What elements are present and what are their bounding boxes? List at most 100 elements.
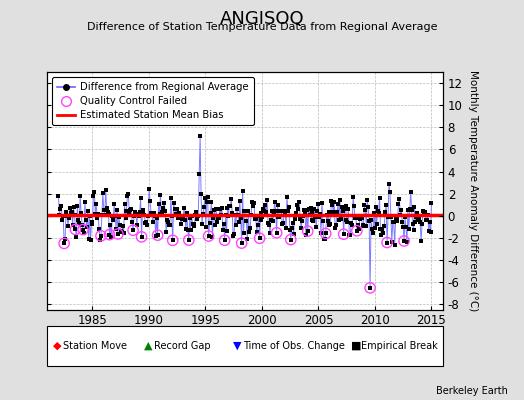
Point <box>334 200 342 207</box>
Point <box>362 223 370 229</box>
Point <box>93 215 101 221</box>
Point <box>257 217 266 223</box>
Point <box>415 216 423 222</box>
Point <box>138 207 147 213</box>
Point <box>194 213 202 220</box>
Point <box>402 224 410 231</box>
Point <box>97 233 105 239</box>
Point <box>264 220 272 226</box>
Point <box>67 210 75 216</box>
Point <box>267 217 275 224</box>
Point <box>110 200 118 207</box>
Point <box>364 204 373 211</box>
Point <box>227 196 235 202</box>
Point <box>283 208 292 214</box>
Text: Difference of Station Temperature Data from Regional Average: Difference of Station Temperature Data f… <box>87 22 437 32</box>
Point <box>389 219 397 226</box>
Point <box>263 197 271 204</box>
Point <box>142 219 150 225</box>
Point <box>125 209 134 216</box>
Point <box>238 187 247 194</box>
Point <box>143 222 151 228</box>
Point <box>388 238 396 245</box>
Point <box>248 198 256 205</box>
Point <box>223 205 232 211</box>
Point <box>271 208 280 214</box>
Point <box>160 200 168 206</box>
Point <box>288 225 296 232</box>
Point <box>281 209 289 216</box>
Point <box>250 200 258 206</box>
Point <box>272 230 281 236</box>
Point <box>169 237 177 244</box>
Point <box>151 233 160 240</box>
Point <box>159 204 168 211</box>
Point <box>421 208 429 215</box>
Point <box>83 208 92 214</box>
Point <box>146 198 154 204</box>
Point <box>236 214 245 221</box>
Point <box>313 208 321 214</box>
Point <box>377 232 386 239</box>
Point <box>307 205 315 212</box>
Point <box>97 233 105 239</box>
Point <box>389 219 398 225</box>
Point <box>317 230 325 236</box>
Point <box>353 228 361 234</box>
Point <box>148 212 156 218</box>
Point <box>262 209 270 216</box>
Point <box>359 222 368 228</box>
Point <box>57 203 66 209</box>
Point <box>229 233 237 239</box>
Point <box>59 212 68 219</box>
Point <box>254 222 262 229</box>
Point <box>64 214 73 221</box>
Point <box>287 236 295 243</box>
Point <box>221 237 229 244</box>
Point <box>193 216 201 222</box>
Point <box>208 198 216 205</box>
Text: Time of Obs. Change: Time of Obs. Change <box>243 341 344 351</box>
Point <box>269 208 278 215</box>
Point <box>203 199 211 205</box>
Point <box>222 212 230 218</box>
Point <box>272 230 281 236</box>
Point <box>78 221 86 228</box>
Point <box>81 199 89 206</box>
Point <box>112 226 121 232</box>
Point <box>180 204 188 211</box>
Point <box>208 234 216 240</box>
Point <box>376 226 385 232</box>
Point <box>212 206 221 212</box>
Point <box>322 230 330 237</box>
Point <box>150 210 158 216</box>
Point <box>108 213 116 220</box>
Point <box>92 201 101 208</box>
Point <box>188 213 196 219</box>
Point <box>343 219 352 225</box>
Point <box>179 214 187 220</box>
Point <box>305 212 314 218</box>
Point <box>328 202 336 208</box>
Point <box>358 222 367 229</box>
Point <box>348 222 356 228</box>
Point <box>75 220 83 226</box>
Point <box>74 217 82 223</box>
Point <box>367 217 375 224</box>
Point <box>200 204 208 210</box>
Point <box>363 197 372 204</box>
Point <box>325 221 334 228</box>
Point <box>211 222 220 228</box>
Point <box>136 209 144 216</box>
Point <box>141 220 149 226</box>
Point <box>335 217 343 223</box>
Point <box>71 226 80 233</box>
Point <box>375 194 384 201</box>
Point <box>122 215 130 222</box>
Point <box>236 197 244 204</box>
Point <box>246 224 254 231</box>
Point <box>167 194 175 201</box>
Point <box>294 206 302 212</box>
Point <box>346 232 354 238</box>
Point <box>266 230 274 236</box>
